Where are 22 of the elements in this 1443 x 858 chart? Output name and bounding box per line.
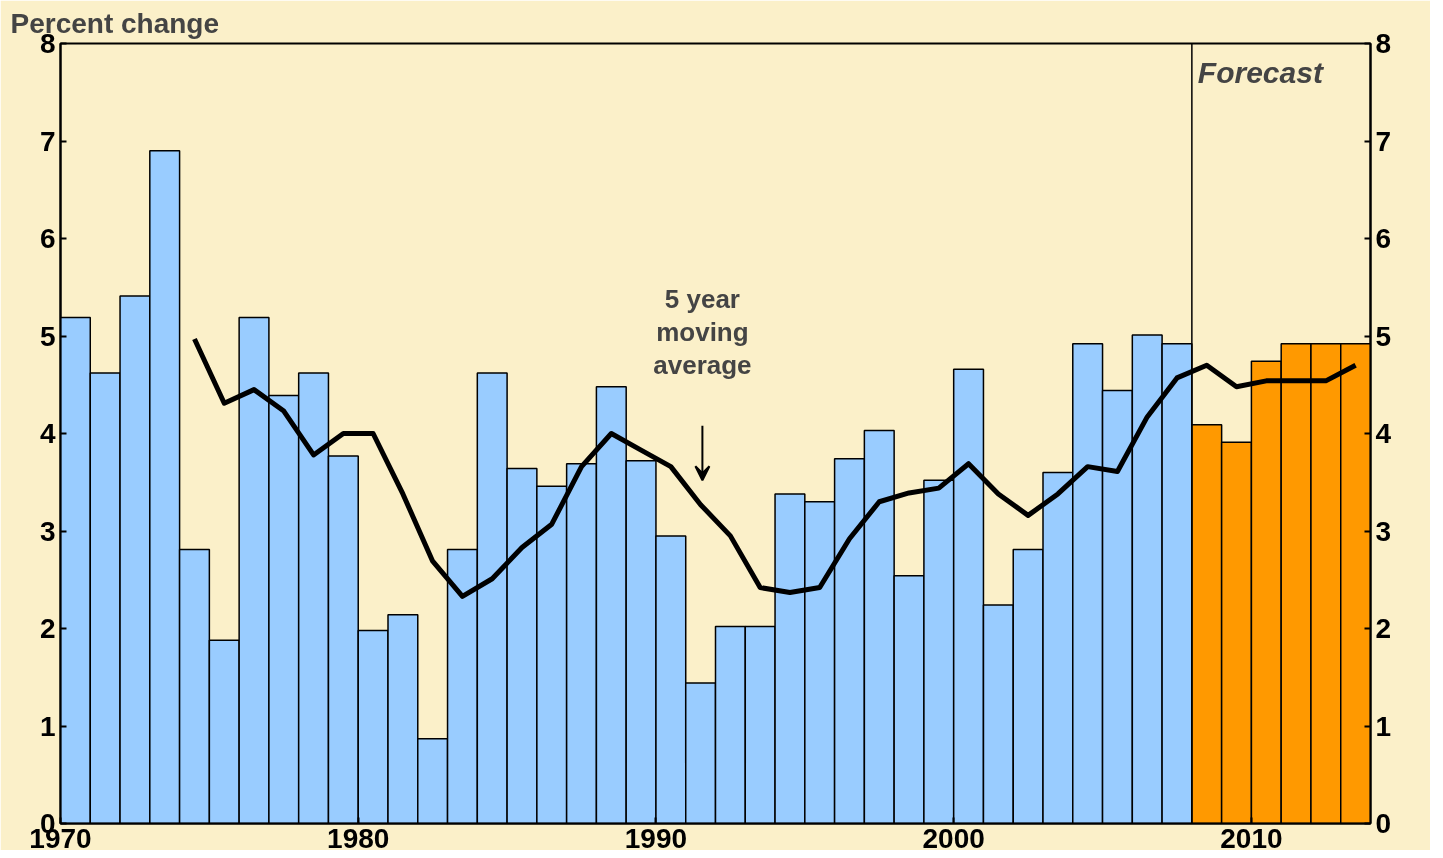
- y2-tick-label: 6: [1375, 223, 1392, 254]
- y-tick-label: 7: [39, 125, 56, 157]
- x-tick-label: 1990: [624, 822, 688, 854]
- x-tick-label: 1980: [327, 822, 390, 854]
- y2-tick-label: 8: [1375, 28, 1392, 59]
- y-tick-label: 6: [39, 223, 56, 254]
- ref-line-label: Forecast: [1197, 55, 1325, 89]
- x-tick-label: 2010: [1220, 822, 1283, 854]
- y-tick-label: 5: [39, 320, 56, 352]
- y2-tick-label: 3: [1375, 515, 1392, 547]
- y2-tick-label: 2: [1375, 613, 1392, 644]
- y2-tick-label: 4: [1375, 418, 1392, 449]
- y2-tick-label: 0: [1375, 808, 1392, 839]
- y-tick-label: 3: [39, 515, 56, 547]
- y-tick-label: 4: [39, 418, 56, 449]
- y2-tick-label: 1: [1375, 710, 1392, 742]
- y-tick-label: 2: [39, 613, 56, 644]
- annotation: 5 year moving average: [653, 284, 752, 381]
- y-tick-label: 1: [39, 710, 56, 742]
- y2-tick-label: 7: [1375, 125, 1392, 157]
- y2-tick-label: 5: [1375, 320, 1392, 352]
- x-tick-label: 2000: [922, 822, 985, 854]
